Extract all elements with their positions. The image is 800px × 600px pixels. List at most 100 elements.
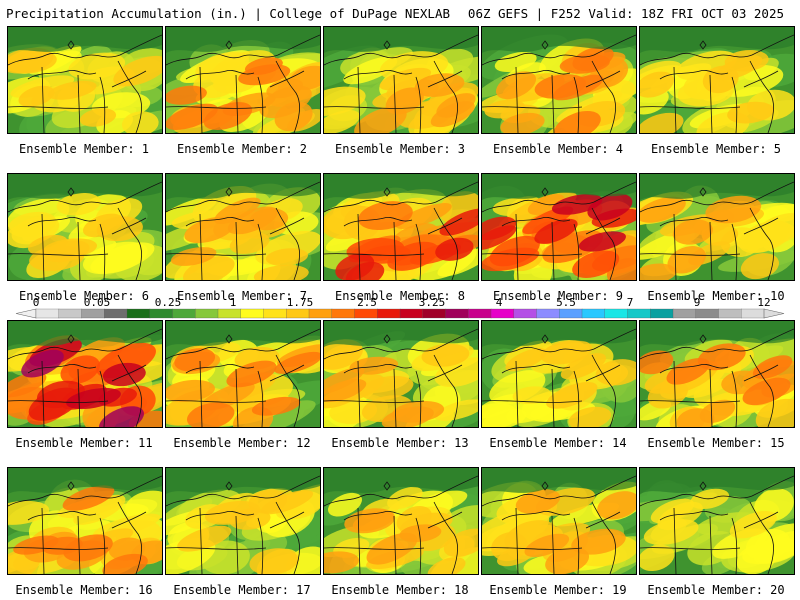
colorbar-swatch xyxy=(718,308,742,319)
ensemble-member-map xyxy=(639,26,795,134)
colorbar-swatch xyxy=(104,308,128,319)
ensemble-member-label: Ensemble Member: 14 xyxy=(489,436,627,450)
colorbar-tick-label: 7 xyxy=(626,296,634,309)
ensemble-member-label: Ensemble Member: 9 xyxy=(492,289,624,303)
colorbar-tick-label: 4 xyxy=(495,296,503,309)
ensemble-member-label: Ensemble Member: 11 xyxy=(15,436,153,450)
colorbar-swatch xyxy=(35,308,60,319)
colorbar-tick-label: 0.05 xyxy=(83,296,111,309)
colorbar-tick-label: 2.5 xyxy=(357,296,377,309)
ensemble-member-label: Ensemble Member: 13 xyxy=(331,436,469,450)
ensemble-member-map xyxy=(481,26,637,134)
colorbar-swatch xyxy=(126,308,151,319)
ensemble-member-map xyxy=(639,320,795,428)
ensemble-member-label: Ensemble Member: 19 xyxy=(489,583,627,597)
colorbar-tick-label: 0.25 xyxy=(154,296,182,309)
ensemble-member-label: Ensemble Member: 5 xyxy=(650,142,782,156)
colorbar-swatch xyxy=(354,308,378,319)
colorbar-swatch xyxy=(149,308,174,319)
precip-field xyxy=(482,468,636,574)
ensemble-member-map xyxy=(7,173,163,281)
precip-field xyxy=(482,321,636,427)
precip-field xyxy=(324,468,478,574)
colorbar-swatch xyxy=(81,308,105,319)
precip-field xyxy=(640,468,794,574)
colorbar-swatch xyxy=(399,308,424,319)
colorbar-swatch xyxy=(490,308,515,319)
colorbar-swatch xyxy=(513,308,538,319)
colorbar-swatch xyxy=(331,308,356,319)
precip-field xyxy=(166,174,320,280)
precip-field xyxy=(166,468,320,574)
colorbar-swatch xyxy=(695,308,720,319)
colorbar-tick-label: 5.5 xyxy=(556,296,576,309)
ensemble-member-map xyxy=(323,26,479,134)
precip-field xyxy=(8,27,162,133)
ensemble-member-map xyxy=(481,320,637,428)
precip-field xyxy=(8,321,162,427)
colorbar-swatch xyxy=(468,308,492,319)
ensemble-member-map xyxy=(323,173,479,281)
ensemble-member-label: Ensemble Member: 1 xyxy=(18,142,150,156)
colorbar-swatch xyxy=(559,308,583,319)
colorbar-swatch xyxy=(581,308,606,319)
colorbar-swatch xyxy=(422,308,447,319)
ensemble-member-label: Ensemble Member: 20 xyxy=(647,583,785,597)
colorbar-swatch xyxy=(217,308,242,319)
ensemble-member-label: Ensemble Member: 15 xyxy=(647,436,785,450)
precip-field xyxy=(640,321,794,427)
precip-field xyxy=(324,321,478,427)
precip-field xyxy=(482,27,636,133)
ensemble-member-label: Ensemble Member: 7 xyxy=(176,289,308,303)
map-title: Precipitation Accumulation (in.) | Colle… xyxy=(6,6,451,21)
colorbar-swatch xyxy=(58,308,83,319)
precip-field xyxy=(324,27,478,133)
run-valid-time: 06Z GEFS | F252 Valid: 18Z FRI OCT 03 20… xyxy=(467,6,784,21)
colorbar-swatch xyxy=(627,308,651,319)
precip-field xyxy=(640,174,794,280)
precip-field xyxy=(640,27,794,133)
ensemble-member-label: Ensemble Member: 10 xyxy=(647,289,785,303)
ensemble-member-label: Ensemble Member: 4 xyxy=(492,142,624,156)
colorbar-right-arrow xyxy=(763,308,785,319)
ensemble-member-map xyxy=(165,467,321,575)
precip-field xyxy=(324,174,478,280)
colorbar-swatch xyxy=(240,308,265,319)
ensemble-member-map xyxy=(481,173,637,281)
ensemble-member-label: Ensemble Member: 18 xyxy=(331,583,469,597)
ensemble-member-map xyxy=(481,467,637,575)
colorbar-left-arrow xyxy=(15,308,37,319)
precipitation-colorbar xyxy=(15,308,785,319)
colorbar-swatch xyxy=(536,308,560,319)
colorbar-swatch xyxy=(604,308,629,319)
precip-field xyxy=(166,321,320,427)
colorbar-swatch xyxy=(195,308,219,319)
precip-field xyxy=(166,27,320,133)
ensemble-member-map xyxy=(323,320,479,428)
ensemble-member-label: Ensemble Member: 12 xyxy=(173,436,311,450)
ensemble-member-label: Ensemble Member: 2 xyxy=(176,142,308,156)
ensemble-member-map xyxy=(165,173,321,281)
colorbar-swatch xyxy=(445,308,469,319)
ensemble-member-map xyxy=(7,320,163,428)
colorbar-swatch xyxy=(650,308,674,319)
colorbar-swatch xyxy=(377,308,401,319)
ensemble-member-label: Ensemble Member: 16 xyxy=(15,583,153,597)
precip-field xyxy=(482,174,636,280)
ensemble-member-label: Ensemble Member: 8 xyxy=(334,289,466,303)
ensemble-member-map xyxy=(7,26,163,134)
colorbar-tick-label: 9 xyxy=(693,296,701,309)
colorbar-tick-label: 1.75 xyxy=(286,296,314,309)
colorbar-tick-label: 3.25 xyxy=(418,296,446,309)
ensemble-member-map xyxy=(639,173,795,281)
colorbar-swatch xyxy=(172,308,196,319)
colorbar-swatch xyxy=(741,308,765,319)
colorbar-swatch xyxy=(286,308,310,319)
colorbar-tick-label: 12 xyxy=(757,296,771,309)
colorbar-swatch xyxy=(263,308,287,319)
colorbar-swatch xyxy=(308,308,333,319)
colorbar-swatch xyxy=(672,308,697,319)
ensemble-member-map xyxy=(7,467,163,575)
ensemble-member-map xyxy=(165,26,321,134)
ensemble-member-label: Ensemble Member: 17 xyxy=(173,583,311,597)
